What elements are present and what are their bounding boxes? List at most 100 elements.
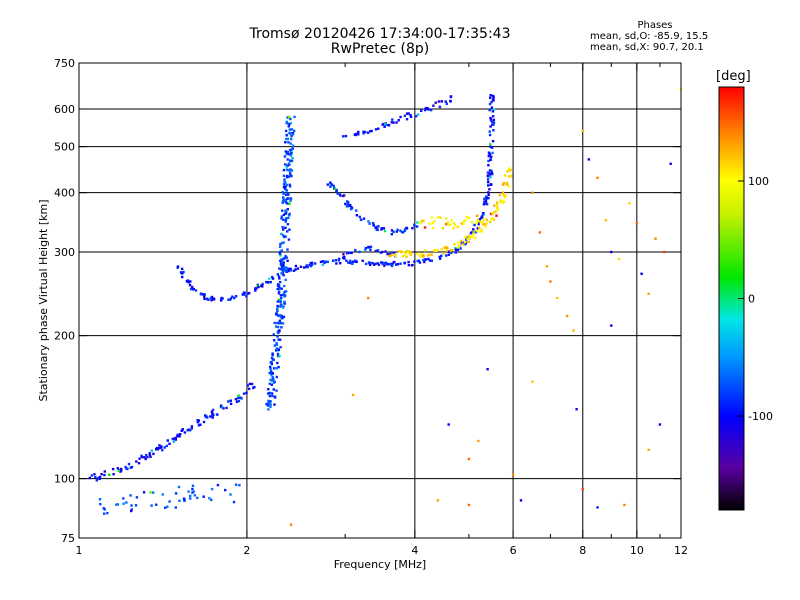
echo-point [286, 137, 290, 141]
echo-point [354, 259, 357, 262]
echo-point [129, 494, 132, 497]
echo-point [202, 495, 205, 498]
echo-point [368, 261, 371, 264]
echo-point [339, 194, 342, 197]
echo-point [279, 254, 282, 257]
echo-point [390, 264, 394, 268]
echo-point [279, 280, 282, 284]
echo-point [289, 267, 292, 270]
echo-point [284, 163, 287, 166]
echo-point [235, 400, 239, 403]
echo-point [319, 260, 323, 264]
echo-point [281, 209, 284, 212]
x-tick-label: 2 [243, 544, 250, 557]
echo-point [103, 512, 106, 515]
echo-point [276, 330, 280, 333]
echo-point [354, 133, 357, 137]
echo-point [216, 483, 220, 487]
y-tick-label: 75 [61, 532, 75, 545]
echo-point [286, 223, 290, 226]
echo-point [174, 436, 177, 440]
echo-point [209, 415, 212, 418]
echo-point [490, 212, 493, 216]
echo-point [280, 258, 283, 261]
echo-point [286, 197, 289, 200]
phase-statistics: Phases mean, sd,O: -85.9, 15.5 mean, sd,… [590, 20, 720, 53]
echo-point [278, 286, 281, 289]
echo-point [234, 398, 238, 401]
echo-point [285, 269, 288, 272]
echo-point [454, 224, 457, 227]
echo-point [290, 138, 293, 141]
echo-point [403, 261, 407, 265]
echo-point [342, 194, 345, 198]
echo-point [138, 457, 141, 460]
echo-point [487, 193, 490, 196]
echo-point [400, 250, 403, 254]
echo-point [309, 264, 313, 268]
chart-subtitle: RwPretec (8p) [330, 41, 430, 57]
scattered-echo-point [549, 280, 552, 283]
echo-point [461, 243, 464, 246]
echo-point [426, 254, 430, 257]
echo-point [168, 500, 171, 503]
echo-point [480, 216, 484, 219]
echo-point [197, 424, 201, 427]
echo-point [488, 169, 492, 172]
echo-point [125, 467, 128, 471]
echo-point [456, 248, 460, 251]
echo-point [427, 257, 430, 261]
echo-point [283, 235, 286, 239]
echo-point [488, 133, 492, 137]
echo-point [211, 414, 214, 417]
scattered-echo-point [628, 202, 631, 205]
echo-point [376, 262, 379, 265]
echo-point [418, 221, 422, 225]
echo-point [275, 347, 279, 350]
echo-point [197, 419, 200, 422]
echo-point [229, 402, 233, 406]
echo-point [495, 203, 499, 206]
echo-point [372, 263, 376, 266]
echo-point [418, 254, 422, 257]
echo-point [95, 479, 98, 482]
echo-point [321, 260, 325, 263]
echo-point [464, 235, 467, 239]
echo-point [269, 378, 272, 382]
echo-point [285, 210, 288, 214]
echo-point [489, 143, 492, 146]
echo-point [490, 155, 493, 159]
echo-point [288, 183, 291, 186]
echo-point [374, 249, 377, 253]
echo-point [310, 261, 314, 264]
echo-point [471, 235, 474, 238]
echo-point [165, 444, 168, 448]
echo-point [288, 172, 292, 175]
echo-point [281, 322, 285, 325]
echo-point [281, 201, 284, 204]
echo-point [431, 221, 434, 225]
echo-point [276, 273, 279, 276]
echo-point [186, 429, 189, 432]
echo-point [211, 297, 214, 300]
echo-point [271, 394, 274, 398]
echo-point [280, 232, 283, 236]
echo-point [505, 181, 508, 185]
echo-point [287, 162, 291, 165]
echo-point [309, 262, 312, 265]
echo-point [158, 444, 161, 447]
echo-point [130, 509, 133, 513]
echo-point [260, 284, 263, 287]
echo-point [98, 498, 102, 501]
echo-point [125, 501, 128, 504]
echo-point [127, 462, 131, 466]
echo-point [409, 250, 412, 254]
echo-point [465, 238, 468, 241]
echo-point [220, 299, 223, 302]
echo-point [364, 247, 368, 250]
echo-point [276, 335, 279, 338]
echo-point [347, 261, 350, 264]
echo-point [240, 397, 243, 400]
echo-point [166, 439, 169, 442]
echo-point [284, 187, 287, 191]
